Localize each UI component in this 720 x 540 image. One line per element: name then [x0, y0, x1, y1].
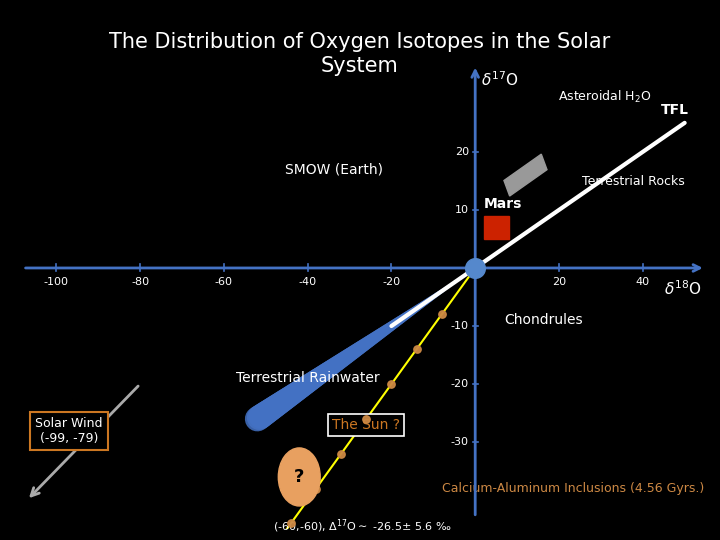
- Text: Mars: Mars: [484, 197, 522, 211]
- Text: -80: -80: [131, 276, 149, 287]
- Text: -10: -10: [451, 321, 469, 331]
- Text: Calcium-Aluminum Inclusions (4.56 Gyrs.): Calcium-Aluminum Inclusions (4.56 Gyrs.): [441, 482, 704, 495]
- Text: -100: -100: [44, 276, 69, 287]
- Text: SMOW (Earth): SMOW (Earth): [285, 163, 383, 176]
- Text: Asteroidal H$_2$O: Asteroidal H$_2$O: [557, 89, 651, 105]
- Text: The Sun ?: The Sun ?: [333, 418, 400, 431]
- Text: 20: 20: [552, 276, 566, 287]
- Text: Solar Wind
(-99, -79): Solar Wind (-99, -79): [35, 416, 103, 444]
- Point: [310, 484, 322, 493]
- Text: Chondrules: Chondrules: [505, 313, 583, 327]
- Text: ?: ?: [294, 468, 305, 486]
- Text: -30: -30: [451, 437, 469, 447]
- Text: The Distribution of Oxygen Isotopes in the Solar
System: The Distribution of Oxygen Isotopes in t…: [109, 32, 611, 76]
- Text: 20: 20: [455, 147, 469, 157]
- Text: -20: -20: [382, 276, 400, 287]
- Point: [411, 345, 423, 354]
- Text: TFL: TFL: [661, 103, 689, 117]
- Point: [436, 310, 447, 319]
- Point: [336, 449, 347, 458]
- Text: $\delta^{18}$O: $\delta^{18}$O: [664, 280, 701, 298]
- Point: [469, 264, 481, 272]
- Point: [285, 519, 297, 528]
- Text: -40: -40: [299, 276, 317, 287]
- Text: 40: 40: [636, 276, 650, 287]
- Text: (-60,-60), $\Delta^{17}$O$\sim$ -26.5$\pm$ 5.6 ‰: (-60,-60), $\Delta^{17}$O$\sim$ -26.5$\p…: [273, 517, 451, 535]
- Bar: [504, 154, 547, 196]
- Bar: [484, 215, 509, 239]
- Text: $\delta^{17}$O: $\delta^{17}$O: [482, 71, 519, 89]
- Text: Terrestrial Rocks: Terrestrial Rocks: [582, 175, 685, 188]
- Point: [361, 415, 372, 423]
- Text: -20: -20: [451, 379, 469, 389]
- Text: Terrestrial Rainwater: Terrestrial Rainwater: [236, 372, 379, 385]
- Text: -60: -60: [215, 276, 233, 287]
- Text: 10: 10: [455, 205, 469, 215]
- Point: [386, 380, 397, 388]
- Circle shape: [279, 448, 320, 506]
